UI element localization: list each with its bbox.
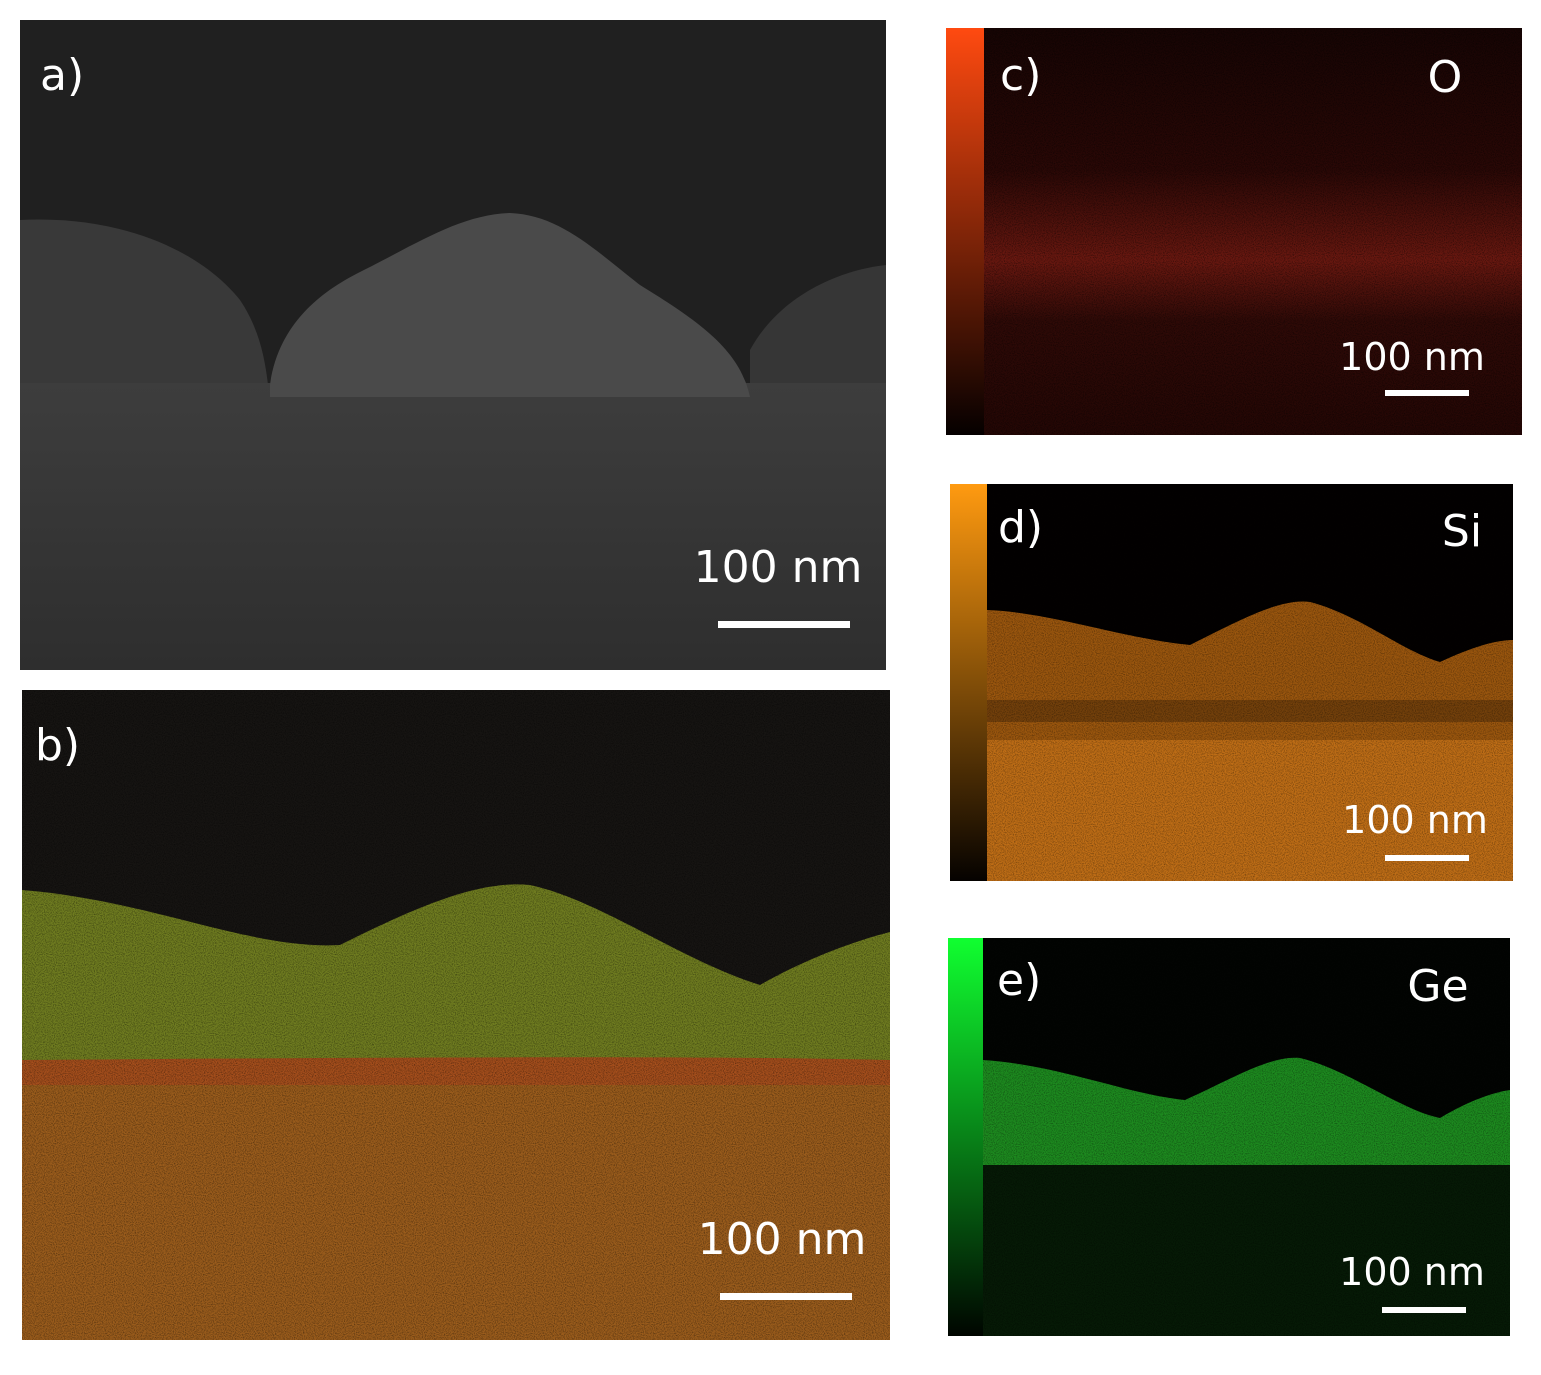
color-bar xyxy=(946,28,984,435)
panel-label: e) xyxy=(997,955,1041,1006)
scale-bar xyxy=(1382,1307,1466,1313)
panel-label: d) xyxy=(998,502,1043,553)
scale-bar-label: 100 nm xyxy=(1339,1250,1485,1294)
color-bar xyxy=(950,484,987,881)
panel-a: a) 100 nm xyxy=(20,20,886,670)
scale-bar-label: 100 nm xyxy=(1342,798,1488,842)
scale-bar xyxy=(720,1293,852,1300)
scale-bar-label: 100 nm xyxy=(1339,335,1485,379)
panel-label: a) xyxy=(40,50,84,101)
element-label: O xyxy=(1428,52,1463,103)
panel-d: d) Si 100 nm xyxy=(950,484,1513,881)
element-label: Ge xyxy=(1407,961,1468,1012)
panel-label: c) xyxy=(1000,50,1041,101)
color-bar xyxy=(948,938,983,1336)
scale-bar xyxy=(1385,390,1469,396)
scale-bar-label: 100 nm xyxy=(698,1214,867,1265)
panel-b: b) 100 nm xyxy=(22,690,890,1340)
panel-c: c) O 100 nm xyxy=(946,28,1522,435)
element-label: Si xyxy=(1442,506,1482,557)
scale-bar xyxy=(1385,855,1469,861)
scale-bar xyxy=(718,621,850,628)
scale-bar-label: 100 nm xyxy=(694,542,863,593)
panel-label: b) xyxy=(35,720,80,771)
panel-e: e) Ge 100 nm xyxy=(948,938,1510,1336)
